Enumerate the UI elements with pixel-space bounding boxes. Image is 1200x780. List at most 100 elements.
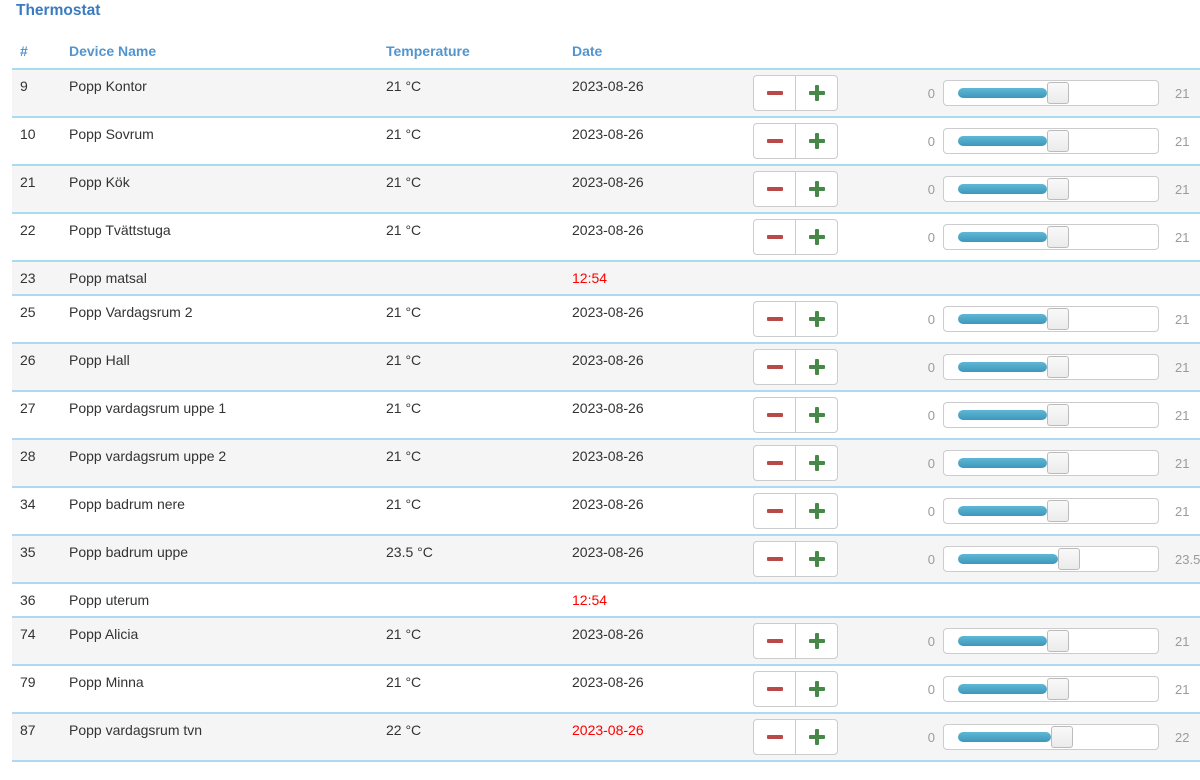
setpoint-button-group (753, 171, 838, 207)
slider-handle[interactable] (1046, 630, 1069, 652)
decrease-button[interactable] (753, 75, 796, 111)
minus-icon (766, 365, 783, 369)
column-header-date: Date (564, 20, 745, 70)
device-name: Popp Kök (61, 165, 378, 214)
temperature-value: 21 °C (378, 213, 564, 262)
decrease-button[interactable] (753, 493, 796, 529)
plus-icon (808, 133, 825, 149)
plus-icon (808, 359, 825, 375)
date-value: 2023-08-26 (564, 713, 745, 762)
table-row: 25 Popp Vardagsrum 2 21 °C 2023-08-26 0 … (12, 295, 1200, 344)
increase-button[interactable] (795, 493, 838, 529)
slider-fill (958, 410, 1047, 420)
setpoint-slider[interactable] (943, 354, 1159, 380)
slider-handle[interactable] (1051, 726, 1074, 748)
setpoint-slider[interactable] (943, 628, 1159, 654)
setpoint-slider[interactable] (943, 546, 1159, 572)
slider-handle[interactable] (1046, 404, 1069, 426)
setpoint-button-group (753, 623, 838, 659)
temperature-value: 21 °C (378, 165, 564, 214)
plus-icon (808, 551, 825, 567)
table-row: 9 Popp Kontor 21 °C 2023-08-26 0 21 (12, 69, 1200, 118)
setpoint-value: 21 (1167, 665, 1200, 714)
device-name: Popp Vardagsrum 2 (61, 295, 378, 344)
temperature-value: 21 °C (378, 343, 564, 392)
date-value: 12:54 (564, 583, 745, 618)
slider-handle[interactable] (1058, 548, 1081, 570)
setpoint-value: 21 (1167, 165, 1200, 214)
slider-handle[interactable] (1046, 356, 1069, 378)
slider-handle[interactable] (1046, 678, 1069, 700)
increase-button[interactable] (795, 171, 838, 207)
slider-handle[interactable] (1046, 500, 1069, 522)
device-name: Popp Hall (61, 343, 378, 392)
setpoint-button-group (753, 349, 838, 385)
slider-handle[interactable] (1046, 226, 1069, 248)
plus-icon (808, 503, 825, 519)
table-row: 35 Popp badrum uppe 23.5 °C 2023-08-26 0… (12, 535, 1200, 584)
increase-button[interactable] (795, 301, 838, 337)
thermostat-table: # Device Name Temperature Date 9 Popp Ko… (12, 20, 1200, 762)
slider-min-label: 0 (848, 439, 943, 488)
increase-button[interactable] (795, 219, 838, 255)
decrease-button[interactable] (753, 541, 796, 577)
increase-button[interactable] (795, 623, 838, 659)
slider-fill (958, 314, 1047, 324)
setpoint-slider[interactable] (943, 402, 1159, 428)
increase-button[interactable] (795, 75, 838, 111)
decrease-button[interactable] (753, 301, 796, 337)
increase-button[interactable] (795, 671, 838, 707)
setpoint-value: 21 (1167, 487, 1200, 536)
setpoint-button-group (753, 75, 838, 111)
setpoint-button-group (753, 541, 838, 577)
setpoint-slider[interactable] (943, 450, 1159, 476)
decrease-button[interactable] (753, 445, 796, 481)
setpoint-slider[interactable] (943, 498, 1159, 524)
setpoint-slider[interactable] (943, 80, 1159, 106)
decrease-button[interactable] (753, 123, 796, 159)
date-value: 2023-08-26 (564, 117, 745, 166)
slider-fill (958, 636, 1047, 646)
slider-handle[interactable] (1046, 308, 1069, 330)
increase-button[interactable] (795, 445, 838, 481)
decrease-button[interactable] (753, 623, 796, 659)
plus-icon (808, 181, 825, 197)
slider-fill (958, 506, 1047, 516)
device-name: Popp Kontor (61, 69, 378, 118)
slider-fill (958, 88, 1047, 98)
increase-button[interactable] (795, 123, 838, 159)
increase-button[interactable] (795, 719, 838, 755)
setpoint-button-group (753, 301, 838, 337)
increase-button[interactable] (795, 349, 838, 385)
setpoint-slider[interactable] (943, 306, 1159, 332)
device-name: Popp Minna (61, 665, 378, 714)
row-number: 27 (12, 391, 61, 440)
decrease-button[interactable] (753, 719, 796, 755)
decrease-button[interactable] (753, 671, 796, 707)
slider-handle[interactable] (1046, 82, 1069, 104)
setpoint-value: 21 (1167, 617, 1200, 666)
plus-icon (808, 633, 825, 649)
setpoint-button-group (753, 219, 838, 255)
device-name: Popp vardagsrum uppe 2 (61, 439, 378, 488)
decrease-button[interactable] (753, 219, 796, 255)
setpoint-slider[interactable] (943, 176, 1159, 202)
increase-button[interactable] (795, 541, 838, 577)
setpoint-slider[interactable] (943, 724, 1159, 750)
slider-handle[interactable] (1046, 452, 1069, 474)
slider-min-label: 0 (848, 69, 943, 118)
decrease-button[interactable] (753, 349, 796, 385)
decrease-button[interactable] (753, 397, 796, 433)
slider-handle[interactable] (1046, 130, 1069, 152)
increase-button[interactable] (795, 397, 838, 433)
setpoint-slider[interactable] (943, 676, 1159, 702)
setpoint-slider[interactable] (943, 224, 1159, 250)
date-value: 2023-08-26 (564, 165, 745, 214)
slider-fill (958, 684, 1047, 694)
decrease-button[interactable] (753, 171, 796, 207)
slider-fill (958, 458, 1047, 468)
slider-handle[interactable] (1046, 178, 1069, 200)
setpoint-slider[interactable] (943, 128, 1159, 154)
table-row: 34 Popp badrum nere 21 °C 2023-08-26 0 2… (12, 487, 1200, 536)
device-name: Popp matsal (61, 261, 378, 296)
